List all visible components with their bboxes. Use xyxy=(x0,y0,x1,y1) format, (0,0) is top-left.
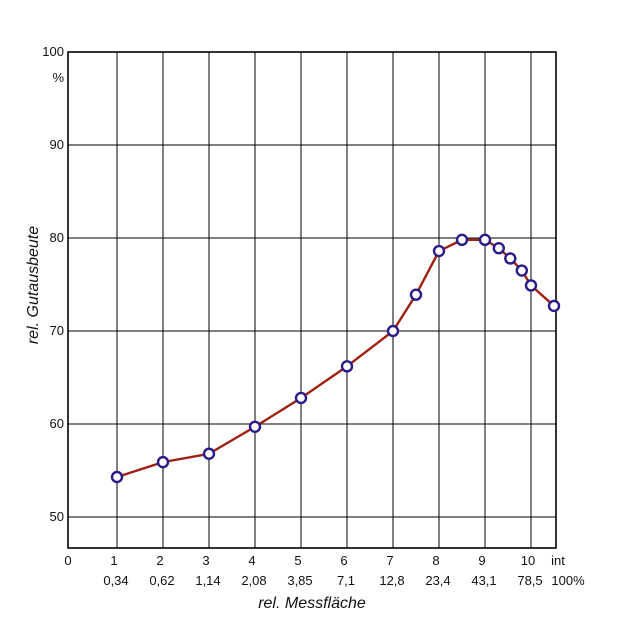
x-tick-label-top: 6 xyxy=(340,553,347,568)
y-tick-label: 100 xyxy=(42,44,64,59)
data-point-marker xyxy=(515,264,528,277)
y-tick-label: 60 xyxy=(50,416,64,431)
x-tick-label-top: 0 xyxy=(64,553,71,568)
data-point-marker xyxy=(478,233,492,247)
x-tick-label-bottom: 100% xyxy=(551,573,585,588)
x-tick-label-top: 3 xyxy=(202,553,209,568)
x-tick-label-top: 2 xyxy=(156,553,163,568)
data-point-marker xyxy=(455,233,469,247)
x-tick-labels-top: 0 1 2 3 4 5 6 7 8 9 10 int xyxy=(64,553,565,568)
x-tick-label-bottom: 3,85 xyxy=(287,573,312,588)
x-tick-label-top: 1 xyxy=(110,553,117,568)
x-tick-labels-bottom: 0,34 0,62 1,14 2,08 3,85 7,1 12,8 23,4 43,1 78,5 1… xyxy=(103,573,585,588)
x-axis-title: rel. Messfläche xyxy=(258,595,366,612)
data-point-marker xyxy=(504,252,517,265)
x-tick-label-top: 4 xyxy=(248,553,255,568)
x-tick-label-bottom: 0,62 xyxy=(149,573,174,588)
y-tick-label: 70 xyxy=(50,323,64,338)
x-tick-label-top: 8 xyxy=(432,553,439,568)
y-tick-label: 50 xyxy=(50,509,64,524)
y-tick-label: 80 xyxy=(50,230,64,245)
x-tick-label-bottom: 1,14 xyxy=(195,573,220,588)
x-tick-label-top: 7 xyxy=(386,553,393,568)
series-path xyxy=(116,238,555,479)
x-tick-label-bottom: 12,8 xyxy=(379,573,404,588)
data-point-marker xyxy=(432,244,446,258)
x-tick-label-top: 5 xyxy=(294,553,301,568)
data-point-marker xyxy=(547,299,561,313)
x-tick-label-bottom: 0,34 xyxy=(103,573,128,588)
y-tick-label: 90 xyxy=(50,137,64,152)
data-point-marker xyxy=(492,242,505,255)
data-point-marker xyxy=(110,470,124,484)
data-point-marker xyxy=(340,360,354,373)
data-point-marker xyxy=(202,447,216,460)
x-tick-label-bottom: 7,1 xyxy=(337,573,355,588)
data-point-marker xyxy=(386,324,400,338)
x-tick-label-bottom: 78,5 xyxy=(517,573,542,588)
y-tick-labels: 50 60 70 80 90 100 xyxy=(42,44,64,524)
data-point-marker xyxy=(524,279,538,292)
x-tick-label-bottom: 43,1 xyxy=(471,573,496,588)
data-point-marker xyxy=(409,288,423,301)
x-tick-label-top: 10 xyxy=(521,553,535,568)
data-point-marker xyxy=(248,420,262,433)
y-axis-title: rel. Gutausbeute xyxy=(25,226,42,344)
data-point-marker xyxy=(156,455,170,469)
x-tick-label-bottom: 23,4 xyxy=(425,573,450,588)
y-unit-label: % xyxy=(52,70,64,85)
x-tick-label-top: int xyxy=(551,553,565,568)
x-tick-label-top: 9 xyxy=(478,553,485,568)
plot-frame xyxy=(67,51,557,549)
x-tick-label-bottom: 2,08 xyxy=(241,573,266,588)
series-markers xyxy=(110,233,561,484)
series-line xyxy=(116,238,555,479)
grid xyxy=(68,52,556,548)
data-point-marker xyxy=(294,391,308,405)
